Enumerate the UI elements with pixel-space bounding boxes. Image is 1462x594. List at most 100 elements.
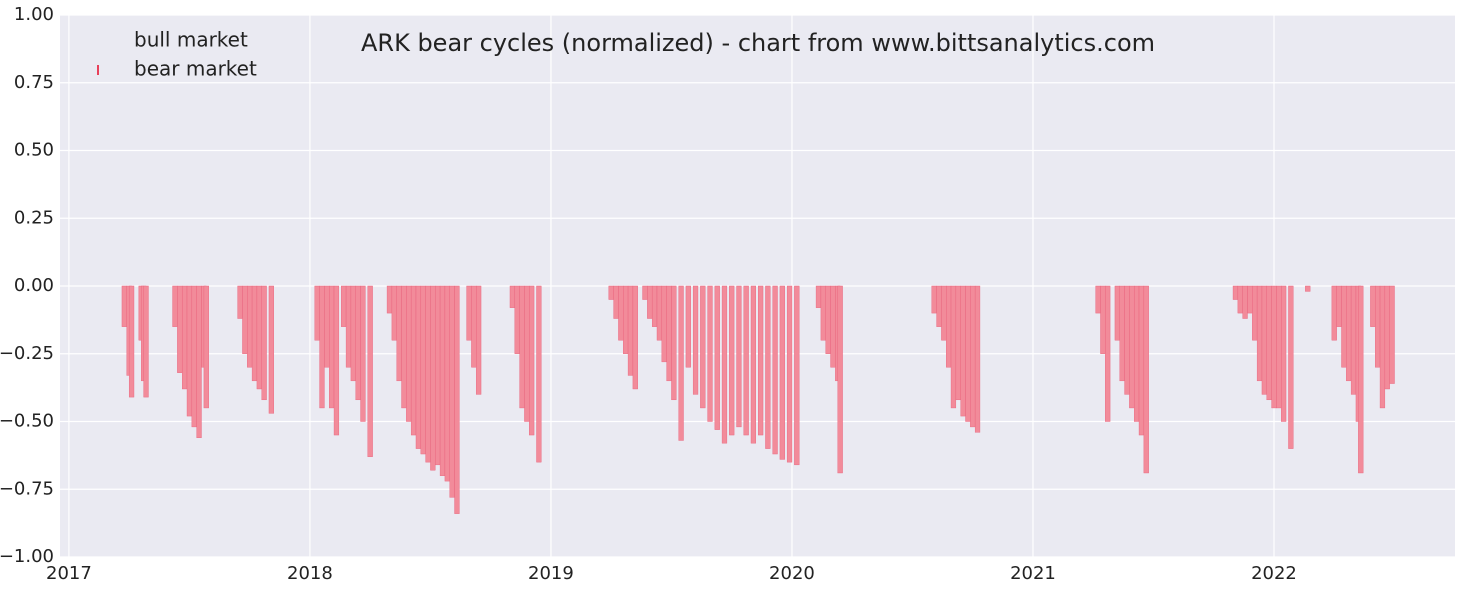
bar [191,285,197,428]
bar [355,285,361,401]
bar [1341,285,1347,368]
bar [941,285,947,341]
x-tick-label: 2017 [46,563,92,584]
x-tick-label: 2022 [1251,563,1297,584]
bar [815,285,822,308]
bar [651,285,658,327]
bar [333,285,340,436]
y-tick-label: −0.75 [0,478,54,499]
legend-label: bear market [134,57,257,81]
bar [661,285,667,363]
bar [786,285,793,463]
x-tick-label: 2018 [287,563,333,584]
bar [1124,285,1130,395]
bar [671,285,677,401]
bar [350,285,356,382]
bar [931,285,937,314]
bar [623,285,629,354]
bar [367,285,373,457]
bar [186,285,193,417]
bar [970,285,976,428]
bar [1261,285,1267,395]
bar [121,285,127,327]
bar [314,285,320,341]
bar [758,285,764,436]
x-tick-label: 2021 [1010,563,1056,584]
bar [128,285,135,398]
bar [685,285,691,368]
bar [1095,285,1101,314]
bar [182,285,188,390]
bar [391,285,397,341]
bar [386,285,393,314]
bar [242,285,248,354]
bar [1370,285,1376,327]
y-tick-label: −1.00 [0,546,54,567]
bar [960,285,966,417]
bar [1358,285,1364,474]
bar [743,285,749,436]
bar [439,285,446,476]
bar [1100,285,1106,354]
bar [955,285,961,401]
bar [1143,285,1149,474]
bar [415,285,421,449]
bar [678,285,684,441]
bar [1242,285,1248,319]
bar [524,285,530,422]
bar [401,285,407,409]
bar [946,285,952,368]
bar [1350,285,1357,395]
bar [729,285,735,436]
bar [837,285,843,474]
bar [329,285,335,409]
bar [444,285,450,482]
bar [324,285,330,368]
bar [772,285,778,455]
bar [608,285,614,300]
bar [765,285,771,449]
bar [1114,285,1120,341]
bar [936,285,942,327]
bar [1288,285,1294,449]
bar [1134,285,1140,422]
bar [627,285,634,376]
bar [196,285,202,438]
bar [251,285,258,382]
bar [1252,285,1258,341]
bar [656,285,663,341]
bar [1105,285,1111,422]
y-tick-label: 0.50 [14,140,54,161]
bar [707,285,713,422]
bar [1305,285,1311,292]
bar [1276,285,1282,409]
bar [1232,285,1239,300]
bar [700,285,706,409]
bar [256,285,262,390]
bar [247,285,253,368]
x-tick-label: 2020 [769,563,815,584]
bar [319,285,325,409]
bar [1384,285,1390,390]
bar [1138,285,1145,436]
bar [1256,285,1263,382]
bar [794,285,800,466]
bar [632,285,638,390]
bar [360,285,366,422]
bar [341,285,347,327]
bar [1346,285,1352,382]
bar [750,285,757,444]
bar [449,285,455,498]
bar [268,285,274,414]
bar [237,285,243,319]
legend-label: bull market [134,28,248,52]
bar [466,285,472,341]
y-tick-label: −0.50 [0,411,54,432]
bar [825,285,831,354]
bar [476,285,482,395]
bar [1271,285,1277,409]
bar [406,285,412,422]
bar [454,285,460,514]
bar [1379,285,1386,409]
bar [471,285,477,368]
